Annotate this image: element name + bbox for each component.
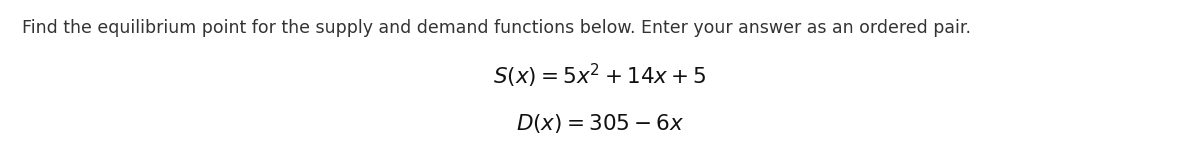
Text: $S(x)  =  5x^2 + 14x + 5$: $S(x) = 5x^2 + 14x + 5$ xyxy=(493,62,707,90)
Text: Find the equilibrium point for the supply and demand functions below. Enter your: Find the equilibrium point for the suppl… xyxy=(22,19,971,37)
Text: $D(x)  =  305 - 6x$: $D(x) = 305 - 6x$ xyxy=(516,112,684,135)
